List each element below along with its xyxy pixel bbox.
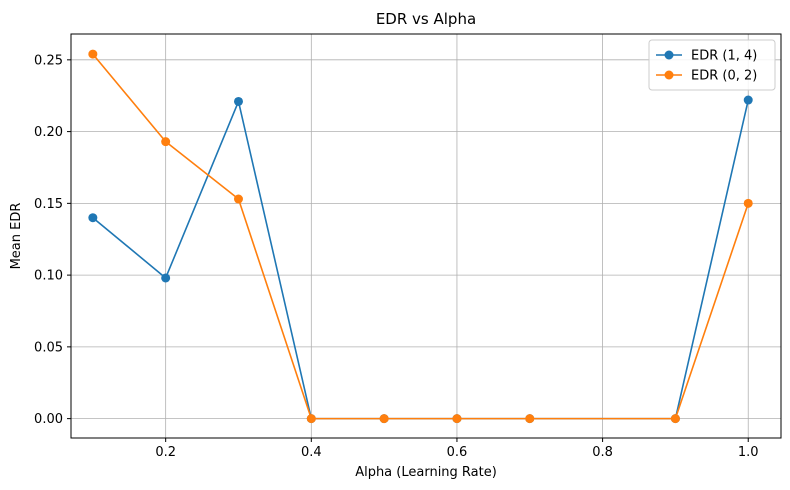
y-tick-label: 0.25 [34,53,63,68]
data-point [306,414,316,424]
y-tick-label: 0.05 [34,340,63,355]
data-point [88,49,98,59]
series-line [92,99,750,420]
data-point [743,198,753,208]
series-line [92,53,749,420]
data-point [670,414,680,424]
plot-frame [70,33,782,439]
series-layer [88,49,753,424]
data-point [233,194,243,204]
axis-ticks: 0.2 0.4 0.6 0.8 1.0 0.00 0.05 0.10 0.15 0.20 0.25 [34,53,759,460]
legend-box [648,39,776,91]
data-point [452,414,462,424]
grid [71,34,781,438]
x-tick-label: 1.0 [738,445,759,460]
x-tick-label: 0.4 [301,445,322,460]
legend-item: EDR (0, 2) [656,69,757,84]
x-tick-label: 0.6 [447,445,468,460]
y-axis-label: Mean EDR [9,203,24,270]
x-tick-label: 0.2 [155,445,176,460]
data-point [743,95,753,105]
legend-swatch-marker [664,70,674,80]
data-point [233,96,243,106]
series-0 [88,95,753,424]
y-tick-label: 0.00 [34,412,63,427]
legend-label: EDR (1, 4) [691,49,757,64]
x-tick-label: 0.8 [592,445,613,460]
data-point [88,213,98,223]
legend-label: EDR (0, 2) [691,69,757,84]
data-point [161,273,171,283]
y-tick-label: 0.20 [34,125,63,140]
data-point [379,414,389,424]
chart-title: EDR vs Alpha [376,10,476,28]
series-1 [88,49,753,424]
data-point [161,137,171,147]
y-tick-label: 0.10 [34,269,63,284]
data-point [525,414,535,424]
y-tick-label: 0.15 [34,197,63,212]
legend: EDR (1, 4) EDR (0, 2) [648,39,776,91]
legend-swatch-marker [664,50,674,60]
x-axis-label: Alpha (Learning Rate) [355,465,497,480]
legend-item: EDR (1, 4) [656,49,757,64]
